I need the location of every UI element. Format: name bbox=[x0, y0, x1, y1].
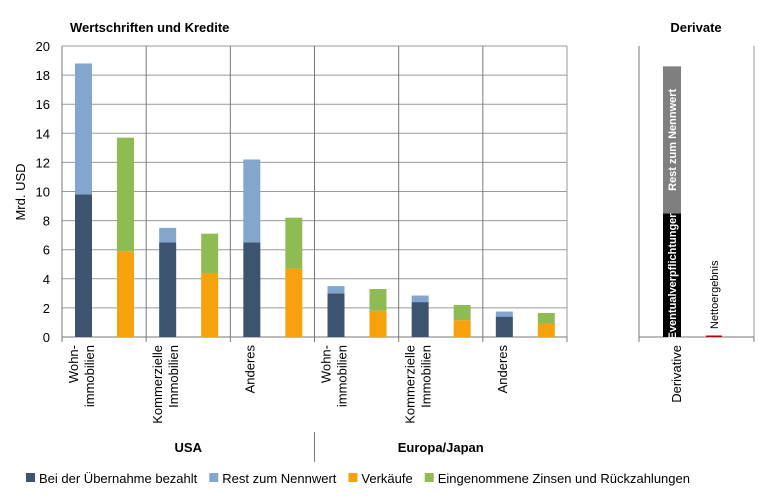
bar-segment bbox=[159, 242, 177, 337]
bar-segment bbox=[453, 320, 471, 337]
bar-segment bbox=[411, 295, 429, 303]
bar-segment bbox=[201, 233, 219, 273]
legend-swatch bbox=[348, 473, 358, 482]
x-tick-label: Anderes bbox=[495, 345, 510, 394]
y-tick-label: 14 bbox=[36, 126, 50, 141]
legend-swatch bbox=[424, 473, 434, 482]
bar-segment bbox=[117, 251, 134, 337]
bar-segment bbox=[285, 217, 303, 269]
y-tick-label: 18 bbox=[36, 68, 50, 83]
bar-segment bbox=[243, 242, 261, 337]
y-axis-label: Mrd. USD bbox=[13, 163, 28, 220]
bar-segment bbox=[159, 227, 177, 243]
legend-label: Eingenommene Zinsen und Rückzahlungen bbox=[438, 471, 690, 486]
bar-segment bbox=[75, 63, 92, 195]
y-tick-label: 12 bbox=[36, 155, 50, 170]
bar-segment bbox=[75, 194, 92, 337]
chart-title: Wertschriften und Kredite bbox=[70, 20, 229, 35]
bar-segment bbox=[495, 316, 513, 337]
legend-label: Bei der Übernahme bezahlt bbox=[39, 471, 198, 486]
bar-segment bbox=[243, 159, 261, 243]
x-tick-label: Wohn-immobilien bbox=[66, 345, 97, 407]
group-label: Europa/Japan bbox=[398, 440, 484, 455]
y-tick-label: 4 bbox=[43, 272, 50, 287]
y-tick-label: 0 bbox=[43, 330, 50, 345]
bar-segment bbox=[285, 268, 303, 337]
bar-segment bbox=[369, 310, 387, 337]
x-tick-label: Anderes bbox=[242, 345, 257, 394]
bar-segment bbox=[201, 272, 219, 337]
bar-segment bbox=[537, 323, 555, 337]
bar-segment bbox=[537, 312, 555, 324]
derivate-title: Derivate bbox=[670, 20, 721, 35]
y-tick-label: 2 bbox=[43, 301, 50, 316]
derivate-bar-segment bbox=[663, 213, 681, 337]
bar-segment bbox=[117, 137, 134, 252]
bar-segment bbox=[369, 288, 387, 311]
legend-label: Verkäufe bbox=[361, 471, 412, 486]
legend-swatch bbox=[26, 473, 35, 482]
x-tick-label: KommerzielleImmobilien bbox=[150, 345, 181, 424]
bar-inner-label: Rest zum Nennwert bbox=[667, 88, 679, 190]
x-tick-label: Derivative bbox=[669, 345, 684, 403]
group-label: USA bbox=[175, 440, 203, 455]
bar-segment bbox=[411, 302, 429, 337]
bar-segment bbox=[495, 311, 513, 317]
legend-swatch bbox=[209, 473, 219, 482]
y-tick-label: 6 bbox=[43, 243, 50, 258]
y-tick-label: 8 bbox=[43, 214, 50, 229]
derivate-bar-segment bbox=[706, 335, 722, 337]
y-tick-label: 16 bbox=[36, 97, 50, 112]
bar-inner-label: Eventualverpflichtungen bbox=[667, 211, 679, 340]
y-tick-label: 20 bbox=[36, 39, 50, 54]
x-tick-label: Wohn-immobilien bbox=[319, 345, 350, 407]
derivate-bar-segment bbox=[663, 66, 681, 214]
bar-annotation-label: Nettoergebnis bbox=[709, 260, 721, 329]
bar-segment bbox=[327, 286, 345, 294]
legend-label: Rest zum Nennwert bbox=[222, 471, 337, 486]
y-tick-label: 10 bbox=[36, 185, 50, 200]
bar-segment bbox=[453, 304, 471, 321]
x-tick-label: KommerzielleImmobilien bbox=[403, 345, 434, 424]
bar-segment bbox=[327, 293, 345, 337]
